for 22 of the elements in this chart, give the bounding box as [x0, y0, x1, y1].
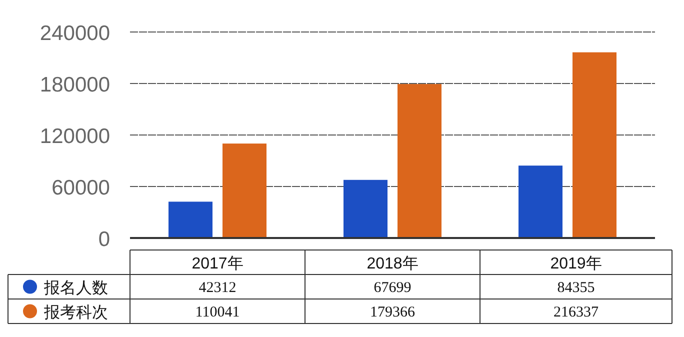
data-label: 42312 — [198, 280, 236, 296]
data-label: 84355 — [557, 280, 595, 296]
bar — [344, 180, 388, 238]
data-label: 67699 — [374, 280, 412, 296]
y-tick-label: 240000 — [40, 22, 110, 45]
y-tick-label: 60000 — [52, 176, 110, 200]
data-label: 179366 — [370, 304, 416, 320]
bar — [572, 52, 616, 238]
bar — [518, 166, 562, 238]
y-tick-label: 180000 — [40, 74, 110, 96]
data-label: 216337 — [554, 304, 599, 320]
x-tick-label: 2019年 — [550, 255, 602, 272]
y-tick-label: 0 — [98, 228, 110, 251]
legend-label: 报考科次 — [43, 303, 108, 322]
y-tick-label: 120000 — [40, 125, 110, 148]
data-label: 110041 — [195, 304, 240, 320]
bar — [222, 144, 266, 238]
bar — [398, 84, 442, 238]
x-tick-label: 2018年 — [366, 255, 418, 272]
bar — [168, 202, 212, 238]
legend-label: 报名人数 — [43, 280, 108, 297]
x-tick-label: 2017年 — [192, 255, 244, 272]
